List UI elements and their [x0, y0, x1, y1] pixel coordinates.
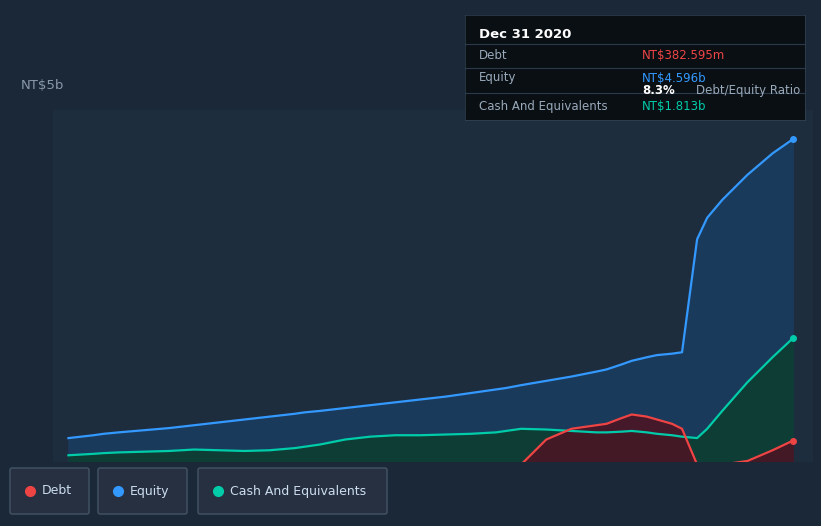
Text: Debt: Debt: [479, 49, 507, 62]
Text: NT$1.813b: NT$1.813b: [642, 100, 706, 113]
FancyBboxPatch shape: [98, 468, 187, 514]
Text: Equity: Equity: [130, 484, 169, 498]
Text: Cash And Equivalents: Cash And Equivalents: [479, 100, 608, 113]
Text: NT$382.595m: NT$382.595m: [642, 49, 725, 62]
FancyBboxPatch shape: [198, 468, 387, 514]
Text: Cash And Equivalents: Cash And Equivalents: [230, 484, 366, 498]
FancyBboxPatch shape: [10, 468, 89, 514]
Text: NT$5b: NT$5b: [21, 79, 64, 92]
Text: 8.3%: 8.3%: [642, 84, 675, 97]
Text: Debt: Debt: [42, 484, 72, 498]
Text: Equity: Equity: [479, 72, 516, 85]
Text: NT$4.596b: NT$4.596b: [642, 72, 706, 85]
Text: Debt/Equity Ratio: Debt/Equity Ratio: [696, 84, 800, 97]
Text: Dec 31 2020: Dec 31 2020: [479, 27, 571, 41]
